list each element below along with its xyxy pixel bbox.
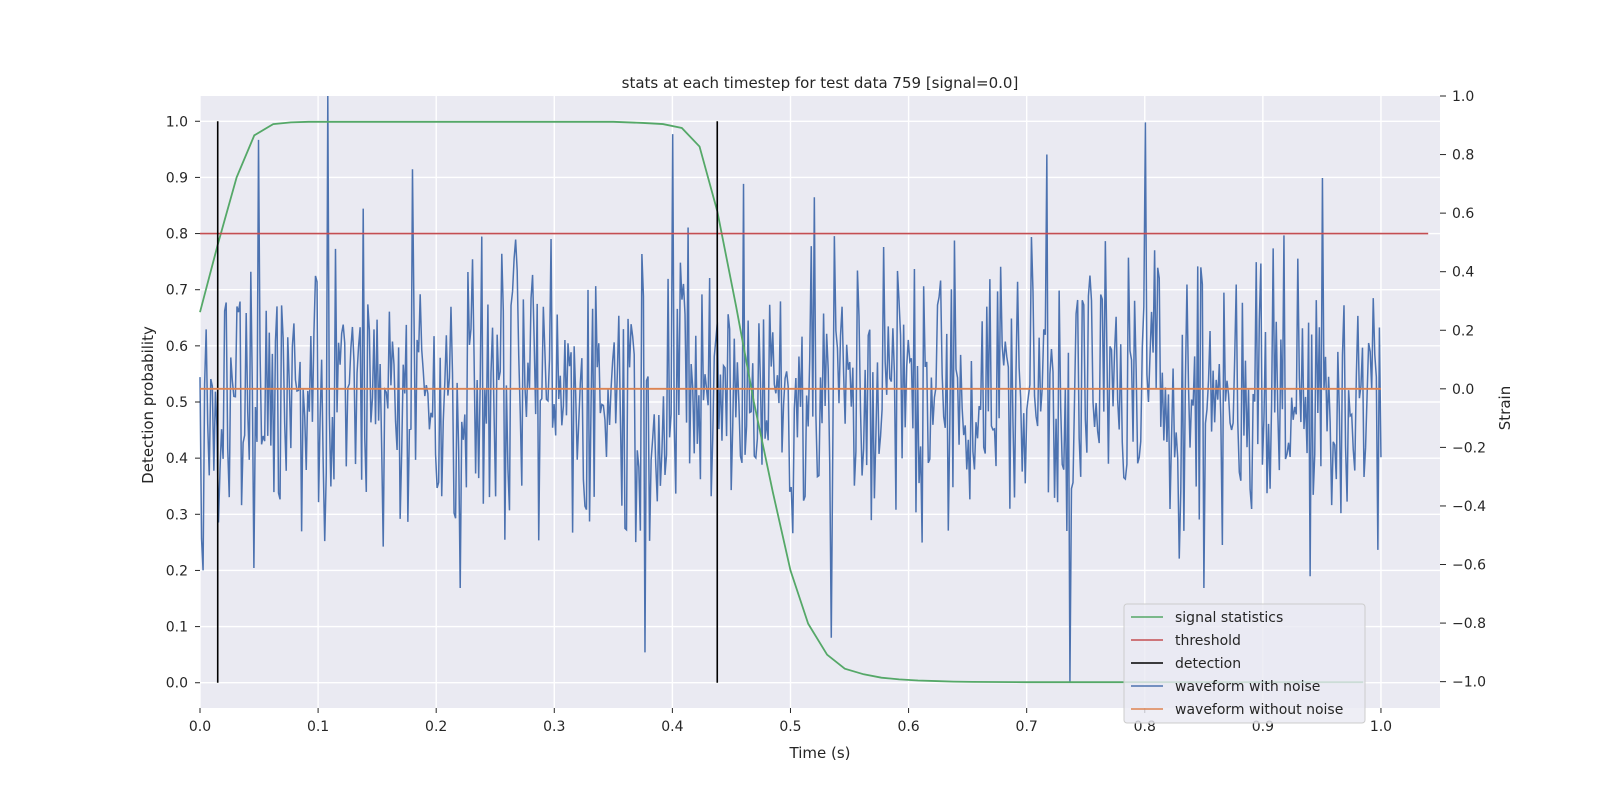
y2-tick-label: −0.4 (1452, 499, 1486, 515)
y2-tick-label: −0.8 (1452, 616, 1486, 632)
y-tick-label: 0.0 (166, 676, 188, 692)
y-tick-label: 0.8 (166, 227, 188, 243)
x-tick-label: 0.7 (1016, 719, 1038, 735)
y-tick-label: 0.6 (166, 339, 188, 355)
x-axis-title: Time (s) (789, 744, 851, 762)
series-signal-statistics (199, 120, 1364, 684)
x-tick-label: 0.2 (425, 719, 447, 735)
x-tick-label: 0.1 (307, 719, 329, 735)
y2-tick-label: 0.8 (1452, 148, 1474, 164)
legend-label-waveform-without-noise: waveform without noise (1175, 702, 1343, 718)
series-layer (199, 95, 1429, 684)
legend: signal statistics threshold detection wa… (1123, 603, 1366, 724)
legend-label-threshold: threshold (1175, 633, 1241, 649)
legend-label-signal-statistics: signal statistics (1175, 610, 1283, 626)
y-tick-label: 0.2 (166, 563, 188, 579)
y-tick-label: 0.4 (166, 451, 188, 467)
y2-tick-label: −0.6 (1452, 558, 1486, 574)
y2-tick-label: −0.2 (1452, 440, 1486, 456)
y-tick-label: 0.7 (166, 283, 188, 299)
y2-tick-label: 0.6 (1452, 206, 1474, 222)
y-axis-title: Detection probability (139, 326, 157, 484)
y-tick-label: 0.1 (166, 620, 188, 636)
legend-label-detection: detection (1175, 656, 1241, 672)
x-tick-label: 0.6 (897, 719, 919, 735)
chart-title: stats at each timestep for test data 759… (622, 74, 1019, 92)
y2-tick-label: 1.0 (1452, 89, 1474, 105)
y2-axis-title: Strain (1496, 386, 1514, 430)
left-axis-ticks: 0.0 0.1 0.2 0.3 0.4 0.5 0.6 0.7 0.8 0.9 1.0 (166, 114, 200, 692)
bottom-axis-ticks: 0.0 0.1 0.2 0.3 0.4 0.5 0.6 0.7 0.8 0.9 1.0 (189, 708, 1392, 735)
y-tick-label: 0.3 (166, 507, 188, 523)
y2-tick-label: 0.2 (1452, 323, 1474, 339)
y2-tick-label: 0.4 (1452, 265, 1474, 281)
legend-label-waveform-with-noise: waveform with noise (1175, 679, 1320, 695)
legend-box (1123, 603, 1366, 724)
y2-tick-label: 0.0 (1452, 382, 1474, 398)
x-tick-label: 1.0 (1370, 719, 1392, 735)
x-tick-label: 0.5 (779, 719, 801, 735)
y2-tick-label: −1.0 (1452, 675, 1486, 691)
y-tick-label: 1.0 (166, 114, 188, 130)
x-tick-label: 0.3 (543, 719, 565, 735)
right-axis-ticks: −1.0 −0.8 −0.6 −0.4 −0.2 0.0 0.2 0.4 0.6 0.8 1.0 (1440, 89, 1486, 691)
series-waveform-with-noise (199, 95, 1382, 682)
y-tick-label: 0.5 (166, 395, 188, 411)
x-tick-label: 0.0 (189, 719, 211, 735)
x-tick-label: 0.4 (661, 719, 683, 735)
y-tick-label: 0.9 (166, 170, 188, 186)
